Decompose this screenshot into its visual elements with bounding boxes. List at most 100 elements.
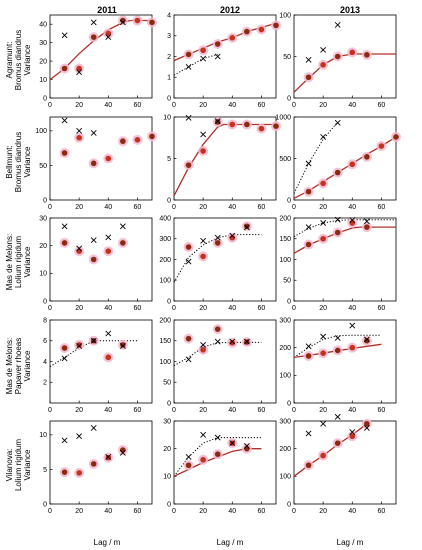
cross-stroke <box>229 232 236 239</box>
variance-point <box>105 155 112 162</box>
x-tick-label: 60 <box>258 102 266 109</box>
variance-point <box>76 134 82 141</box>
cross-stroke <box>61 355 68 362</box>
cross-point <box>76 69 83 76</box>
cross-stroke <box>105 234 112 241</box>
variance-point <box>320 350 326 357</box>
row-label-site: Mas de Melons: <box>5 234 14 290</box>
y-tick-label: 2 <box>43 380 47 387</box>
cross-stroke <box>214 434 221 441</box>
cross-stroke <box>334 119 341 126</box>
plot-frame <box>49 116 153 201</box>
variance-point <box>214 326 221 332</box>
y-tick-label: 40 <box>39 22 47 29</box>
variance-point <box>334 53 341 60</box>
panel-r4-c0: 0 20 40 60 0 5 10 <box>39 420 153 515</box>
cross-stroke <box>305 224 312 231</box>
cross-point <box>105 234 112 241</box>
cross-stroke <box>185 63 192 70</box>
row-label-variance: Variance <box>23 246 32 278</box>
cross-stroke <box>363 218 370 225</box>
variance-point <box>134 17 141 24</box>
variance-point <box>320 452 326 459</box>
cross-stroke <box>90 129 97 136</box>
variance-point <box>229 35 236 41</box>
variance-point <box>200 456 206 463</box>
cross-stroke <box>229 440 236 447</box>
cross-stroke <box>349 217 356 223</box>
cross-point <box>200 131 207 138</box>
y-tick-label: 6 <box>43 338 47 345</box>
variance-point <box>229 234 236 241</box>
y-tick-label: 0 <box>43 197 47 204</box>
variance-point <box>364 154 370 160</box>
cross-stroke <box>229 338 236 345</box>
cross-point <box>320 220 327 226</box>
x-axis-label-col-2: Lag / m <box>337 538 364 547</box>
x-tick-label: 60 <box>378 508 386 515</box>
cross-point <box>305 343 312 350</box>
cross-stroke <box>90 19 97 26</box>
cross-point <box>214 53 221 60</box>
cross-stroke <box>105 454 112 460</box>
x-tick-label: 60 <box>258 407 266 414</box>
cross-stroke <box>305 160 312 167</box>
year-label-2013: 2013 <box>340 5 360 15</box>
row-label-0: Agramunt: Bromus diandrus Variance <box>5 30 32 90</box>
panel-r2-c1: 0 20 40 60 0 100 200 300 400 <box>159 215 277 312</box>
cross-stroke <box>90 337 97 344</box>
cross-stroke <box>305 343 312 350</box>
variance-point <box>244 121 250 128</box>
cross-point <box>185 114 192 121</box>
y-tick-label: 100 <box>279 257 291 264</box>
x-tick-label: 20 <box>75 204 83 211</box>
y-tick-label: 10 <box>39 77 47 84</box>
cross-stroke <box>119 223 126 230</box>
y-tick-label: 0 <box>43 298 47 305</box>
variance-point <box>105 248 112 254</box>
panel-r3-c2: 0 20 40 60 0 100 200 300 <box>279 317 397 414</box>
x-tick-label: 40 <box>228 204 236 211</box>
y-tick-label: 5 <box>43 467 47 474</box>
x-tick-label: 20 <box>319 102 327 109</box>
x-tick-label: 0 <box>172 204 176 211</box>
plot-frame <box>293 14 397 99</box>
variance-point <box>185 244 192 250</box>
cross-point <box>229 338 236 345</box>
cross-stroke <box>90 237 97 244</box>
variance-point <box>185 51 192 58</box>
row-label-species: Bromus diandrus <box>14 30 23 90</box>
y-tick-label: 10 <box>39 432 47 439</box>
variance-point <box>185 335 192 342</box>
x-tick-label: 0 <box>292 305 296 312</box>
cross-point <box>214 338 221 345</box>
cross-stroke <box>320 134 327 140</box>
variance-point <box>229 121 236 128</box>
variance-point <box>244 445 250 452</box>
y-tick-label: 300 <box>279 317 291 324</box>
variance-point <box>90 461 97 467</box>
cross-stroke <box>200 237 207 244</box>
variance-point <box>393 134 399 140</box>
cross-point <box>119 449 126 456</box>
y-tick-label: 0 <box>167 197 171 204</box>
cross-stroke <box>61 223 68 230</box>
cross-stroke <box>200 431 207 438</box>
cross-point <box>90 129 97 136</box>
cross-point <box>105 454 112 460</box>
variance-point <box>349 344 356 351</box>
empirical-model-curve <box>49 340 138 368</box>
variance-point <box>364 52 370 58</box>
cross-point <box>200 431 207 438</box>
cross-point <box>200 237 207 244</box>
cross-point <box>76 245 83 252</box>
variance-point <box>334 347 341 354</box>
variance-point <box>120 342 126 348</box>
x-tick-label: 0 <box>48 305 52 312</box>
x-tick-label: 40 <box>228 407 236 414</box>
variance-point <box>364 420 370 427</box>
row-label-4: Vilanova: Lolium rigidum Variance <box>5 439 32 491</box>
cross-point <box>119 19 126 26</box>
panel-r0-c1: 0 20 40 60 0 1 2 3 4 <box>167 12 281 109</box>
cross-stroke <box>200 55 207 62</box>
